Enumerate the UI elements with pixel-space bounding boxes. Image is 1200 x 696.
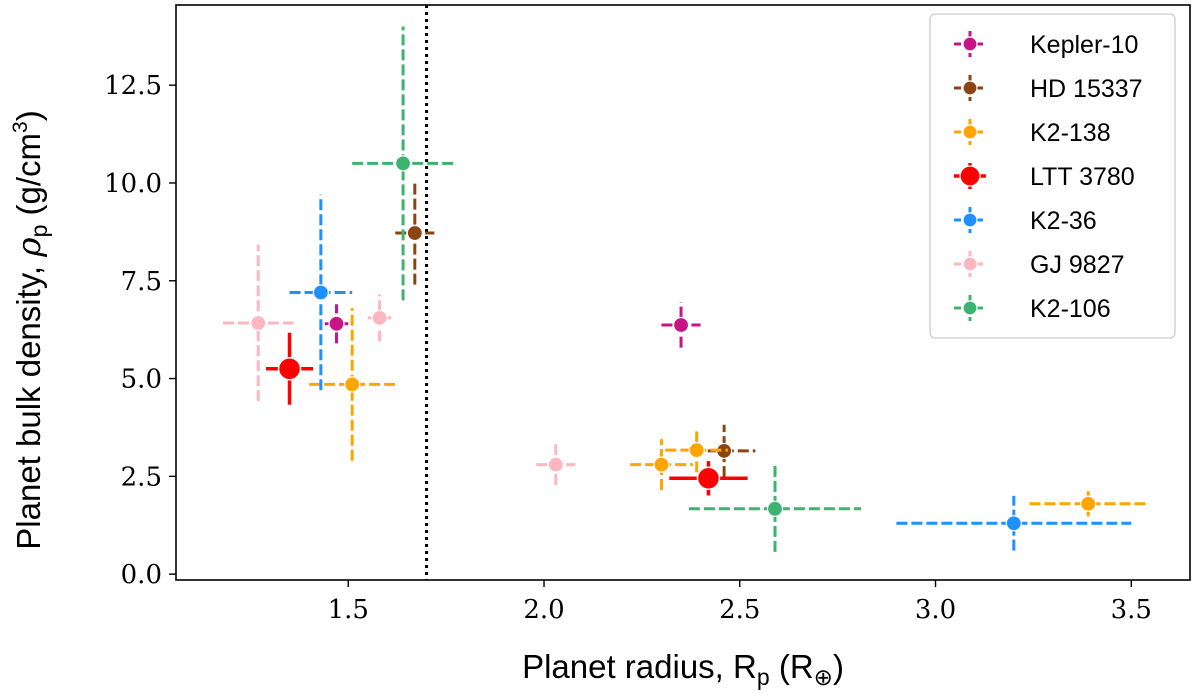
- data-point: [406, 224, 423, 242]
- y-tick-label: 12.5: [104, 71, 162, 101]
- legend-label: LTT 3780: [1030, 163, 1135, 191]
- y-tick-label: 5.0: [121, 365, 162, 395]
- legend-entry-gj-9827: GJ 9827: [954, 251, 1125, 279]
- y-tick-label: 2.5: [121, 462, 162, 492]
- x-tick-label: 3.5: [1111, 595, 1152, 625]
- data-point: [653, 456, 670, 473]
- x-tick-label: 2.0: [523, 595, 564, 625]
- axes: 1.5 2.0 2.5 3.0 3.5 0.0 2.5 5.0 7.5 10.0 12.5: [104, 4, 1191, 625]
- data-point: [328, 315, 345, 332]
- legend-box: [929, 13, 1176, 339]
- plot-area: [222, 5, 1147, 580]
- legend-entry-k2-106: K2-106: [954, 295, 1111, 323]
- series-k2-138: [309, 308, 1147, 517]
- data-point: [371, 309, 388, 327]
- data-point: [277, 357, 302, 381]
- legend: Kepler-10 HD 15337 K2-138 LTT 3780 K2-36 GJ 9…: [929, 13, 1176, 339]
- legend-entry-hd-15337: HD 15337: [954, 75, 1143, 103]
- legend-label: GJ 9827: [1030, 251, 1125, 279]
- data-point: [672, 316, 690, 334]
- data-point: [1005, 515, 1022, 532]
- data-point: [1080, 495, 1097, 512]
- legend-label: HD 15337: [1030, 75, 1143, 103]
- plot-frame: [175, 4, 1191, 581]
- data-point: [547, 456, 564, 473]
- series-ltt-3780: [266, 332, 748, 496]
- y-tick-label: 0.0: [121, 560, 162, 590]
- data-point: [696, 466, 721, 491]
- series-hd-15337: [395, 181, 756, 478]
- legend-label: K2-106: [1030, 295, 1111, 323]
- legend-swatch-marker: [962, 36, 978, 52]
- x-tick-label: 1.5: [328, 595, 369, 625]
- data-point: [688, 442, 705, 459]
- x-tick-label: 3.0: [915, 595, 956, 625]
- series-k2-106: [352, 26, 862, 552]
- legend-entry-k2-138: K2-138: [954, 119, 1111, 147]
- data-point: [344, 376, 361, 393]
- legend-label: K2-36: [1030, 207, 1097, 235]
- legend-swatch-marker: [959, 165, 981, 187]
- legend-swatch-marker: [962, 300, 978, 316]
- legend-swatch-marker: [962, 80, 978, 96]
- series-k2-36: [289, 194, 1132, 551]
- data-point: [394, 155, 412, 172]
- legend-label: K2-138: [1030, 119, 1111, 147]
- series-kepler-10: [324, 302, 701, 348]
- data-point: [250, 314, 267, 332]
- legend-label: Kepler-10: [1030, 31, 1138, 59]
- x-axis-label: Planet radius, Rp (R⊕): [522, 648, 844, 690]
- data-point: [766, 500, 784, 517]
- legend-swatch-marker: [962, 256, 978, 272]
- legend-entry-k2-36: K2-36: [954, 207, 1097, 235]
- series-gj-9827: [222, 244, 576, 485]
- legend-entry-ltt-3780: LTT 3780: [954, 163, 1135, 191]
- y-tick-label: 10.0: [104, 169, 162, 199]
- legend-entry-kepler-10: Kepler-10: [954, 31, 1138, 59]
- x-tick-label: 2.5: [719, 595, 760, 625]
- y-axis-label: Planet bulk density, ρp (g/cm3): [9, 110, 52, 549]
- legend-swatch-marker: [962, 124, 978, 140]
- legend-swatch-marker: [962, 212, 978, 228]
- data-point: [312, 284, 329, 301]
- y-tick-label: 7.5: [121, 267, 162, 297]
